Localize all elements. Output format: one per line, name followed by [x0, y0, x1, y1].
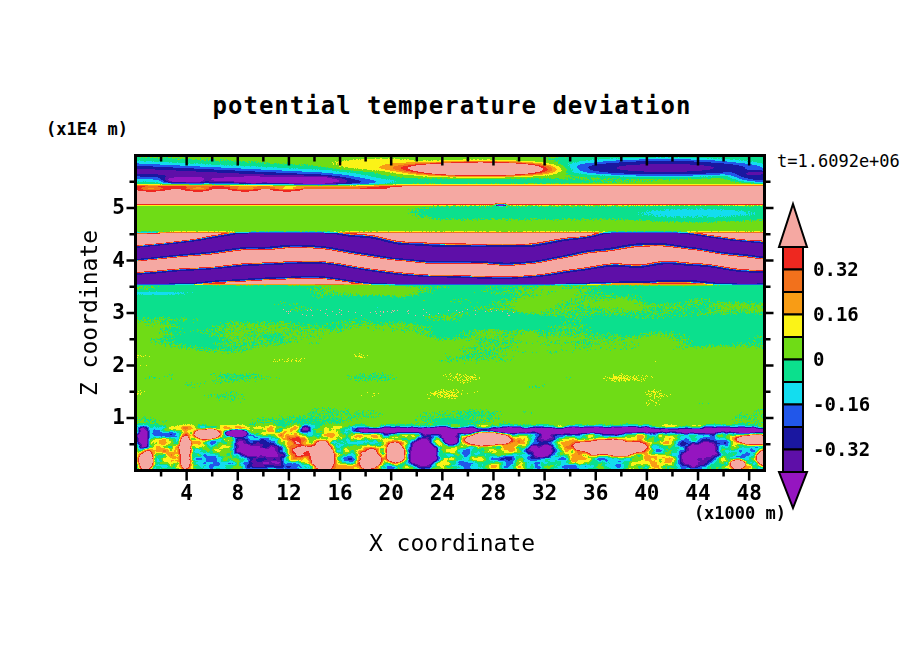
x-axis-unit-label: (x1000 m) — [600, 503, 786, 523]
colorbar-tick-label: -0.16 — [813, 393, 870, 415]
colorbar-tick-label: 0 — [813, 348, 824, 370]
y-tick-label: 1 — [65, 405, 125, 429]
y-tick-label: 5 — [65, 195, 125, 219]
x-axis-title: X coordinate — [0, 530, 904, 556]
colorbar — [775, 200, 815, 516]
figure-page: { "chart_data": { "type": "heatmap", "ti… — [0, 0, 904, 654]
colorbar-tick-label: 0.32 — [813, 258, 859, 280]
colorbar-tick-label: -0.32 — [813, 438, 870, 460]
colorbar-tick-label: 0.16 — [813, 303, 859, 325]
x-tick-label: 48 — [719, 481, 779, 505]
y-axis-title: Z coordinate — [76, 230, 102, 396]
